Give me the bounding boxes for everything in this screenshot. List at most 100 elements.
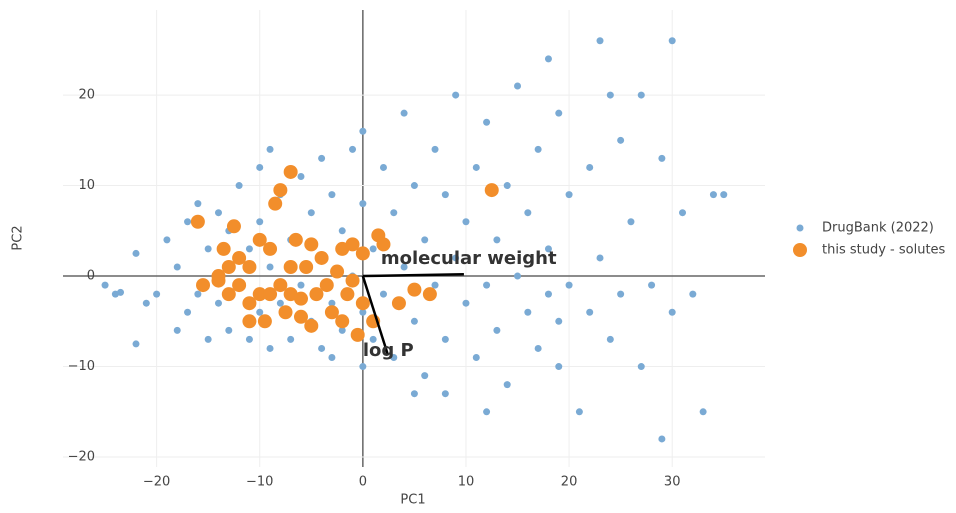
data-point [235,182,243,190]
data-point [555,317,563,325]
data-point [627,218,635,226]
data-point [173,326,181,334]
data-point [514,272,522,280]
data-point [421,236,429,244]
data-point [153,290,161,298]
data-point [493,236,501,244]
data-point [304,237,319,252]
y-tick-label: −10 [68,359,95,374]
data-point [359,127,367,135]
data-point [173,263,181,271]
data-point [266,145,274,153]
data-point [441,335,449,343]
y-tick-label: 0 [87,269,95,284]
data-point [324,305,339,320]
data-point [565,281,573,289]
data-point [273,183,288,198]
data-point [441,390,449,398]
data-point [376,237,391,252]
data-point [318,344,326,352]
data-point [257,314,272,329]
data-point [555,109,563,117]
data-point [293,309,308,324]
data-point [596,254,604,262]
data-point [307,209,315,217]
data-point [534,344,542,352]
data-point [287,335,295,343]
data-point [288,232,303,247]
data-point [350,327,365,342]
data-point [256,308,264,316]
data-point [245,335,253,343]
x-tick-label: −10 [246,475,273,490]
x-tick-label: 0 [359,475,367,490]
data-point [256,163,264,171]
data-point [194,290,202,298]
data-point [390,354,398,362]
data-point [278,305,293,320]
data-point [355,246,370,261]
data-point [369,335,377,343]
data-point [190,214,205,229]
data-point [544,55,552,63]
data-point [400,109,408,117]
legend-label: DrugBank (2022) [822,221,934,236]
data-point [276,299,284,307]
data-point [132,249,140,257]
data-point [283,260,298,275]
data-point [349,145,357,153]
data-point [586,163,594,171]
data-point [117,288,125,296]
data-point [606,335,614,343]
data-point [484,183,499,198]
x-tick-label: −20 [143,475,170,490]
y-tick-label: −20 [68,450,95,465]
data-point [214,209,222,217]
data-point [472,354,480,362]
legend-label: this study - solutes [822,243,946,258]
data-point [266,263,274,271]
data-point [359,308,367,316]
data-point [637,363,645,371]
data-point [689,290,697,298]
data-point [421,372,429,380]
data-point [283,164,298,179]
data-point [699,408,707,416]
x-tick-label: 10 [458,475,475,490]
data-point [319,278,334,293]
data-point [142,299,150,307]
data-point [565,191,573,199]
data-point [194,200,202,208]
loading-vector [362,272,464,278]
y-tick-label: 20 [78,88,95,103]
data-point [299,260,314,275]
data-point [493,326,501,334]
data-point [242,296,257,311]
data-point [637,91,645,99]
data-point [431,281,439,289]
data-point [555,363,563,371]
data-point [256,218,264,226]
data-point [340,287,355,302]
vector-label: molecular weight [381,248,557,269]
data-point [328,299,336,307]
data-point [534,145,542,153]
data-point [369,245,377,253]
data-point [503,381,511,389]
vector-label: log P [363,340,414,361]
data-point [345,273,360,288]
data-point [132,340,140,348]
data-point [544,245,552,253]
data-point [211,269,226,284]
data-point [245,245,253,253]
legend-marker [796,224,804,232]
data-point [328,354,336,362]
data-point [263,287,278,302]
data-point [648,281,656,289]
data-point [252,287,267,302]
data-point [462,299,470,307]
data-point [410,390,418,398]
data-point [720,191,728,199]
data-point [452,254,460,262]
